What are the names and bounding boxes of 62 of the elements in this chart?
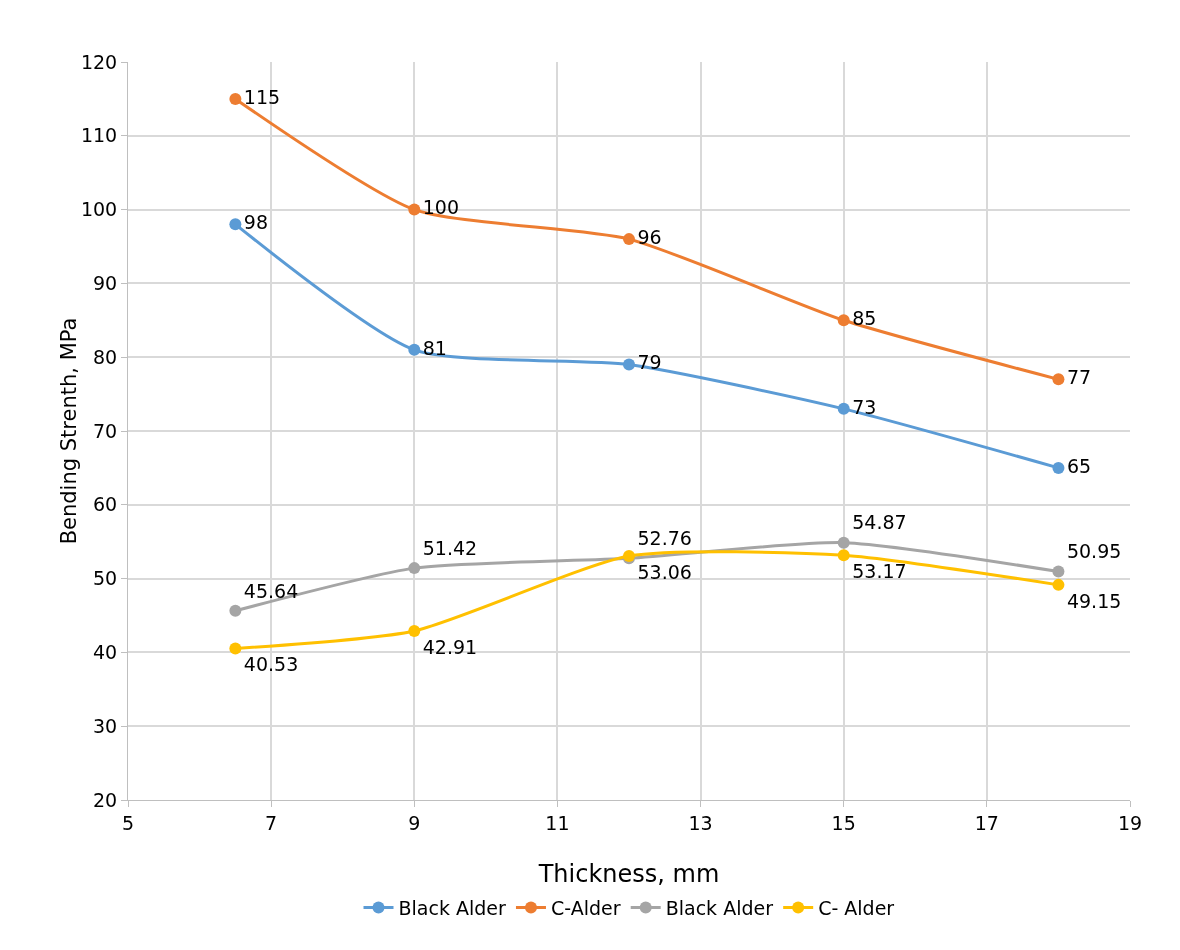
data-label: 53.17	[852, 559, 907, 582]
y-tick-label: 90	[93, 272, 118, 295]
x-tick-label: 13	[688, 811, 713, 834]
point	[1052, 373, 1065, 386]
data-label: 65	[1066, 454, 1092, 477]
point	[229, 218, 242, 231]
x-tick-label: 15	[831, 811, 856, 834]
y-axis-title: Bending Strenth, MPa	[57, 317, 81, 545]
data-label: 51.42	[422, 536, 478, 559]
point	[408, 562, 421, 575]
data-label: 54.87	[852, 511, 907, 534]
x-tick-label: 7	[265, 811, 278, 834]
legend-label: Black Alder	[398, 896, 506, 919]
y-tick-label: 50	[93, 567, 118, 590]
y-tick-label: 100	[80, 198, 118, 221]
point	[229, 642, 242, 655]
data-label: 73	[852, 395, 877, 418]
point	[837, 314, 850, 327]
point	[408, 203, 421, 216]
data-label: 53.06	[637, 560, 692, 583]
point	[623, 233, 635, 246]
point	[623, 358, 635, 371]
data-label: 85	[852, 307, 877, 330]
x-tick-label: 9	[408, 811, 421, 834]
data-label: 52.76	[637, 526, 692, 549]
point	[837, 549, 850, 562]
point	[1052, 578, 1065, 591]
legend-label: C-Alder	[550, 896, 621, 919]
point	[1052, 565, 1065, 578]
y-tick-label: 20	[93, 788, 118, 811]
legend-label: C- Alder	[818, 896, 895, 919]
point	[408, 624, 421, 637]
point	[229, 604, 242, 617]
y-tick-label: 120	[80, 50, 118, 73]
x-tick-label: 17	[974, 811, 999, 834]
point	[837, 536, 850, 549]
point	[229, 92, 242, 105]
data-label: 98	[243, 211, 269, 234]
data-label: 50.95	[1066, 540, 1122, 563]
y-tick-label: 60	[93, 493, 118, 516]
y-tick-label: 70	[93, 419, 118, 442]
y-tick-label: 80	[93, 345, 118, 368]
legend-label: Black Alder	[665, 896, 774, 919]
data-label: 77	[1066, 366, 1092, 389]
data-label: 115	[243, 85, 281, 108]
x-tick-label: 5	[121, 811, 135, 834]
y-tick-label: 40	[93, 641, 118, 664]
data-label: 100	[422, 196, 460, 219]
y-tick-label: 110	[80, 124, 118, 147]
data-label: 49.15	[1066, 589, 1122, 612]
data-label: 81	[422, 336, 447, 359]
x-axis-title: Thickness, mm	[537, 860, 720, 888]
point	[1052, 461, 1065, 474]
data-label: 40.53	[243, 653, 299, 676]
data-label: 96	[637, 225, 662, 248]
x-tick-label: 19	[1117, 811, 1143, 834]
data-label: 42.91	[422, 635, 478, 658]
y-tick-label: 30	[93, 714, 118, 737]
point	[837, 402, 850, 415]
point	[408, 343, 421, 356]
data-label: 45.64	[243, 579, 299, 602]
x-tick-label: 11	[545, 811, 570, 834]
